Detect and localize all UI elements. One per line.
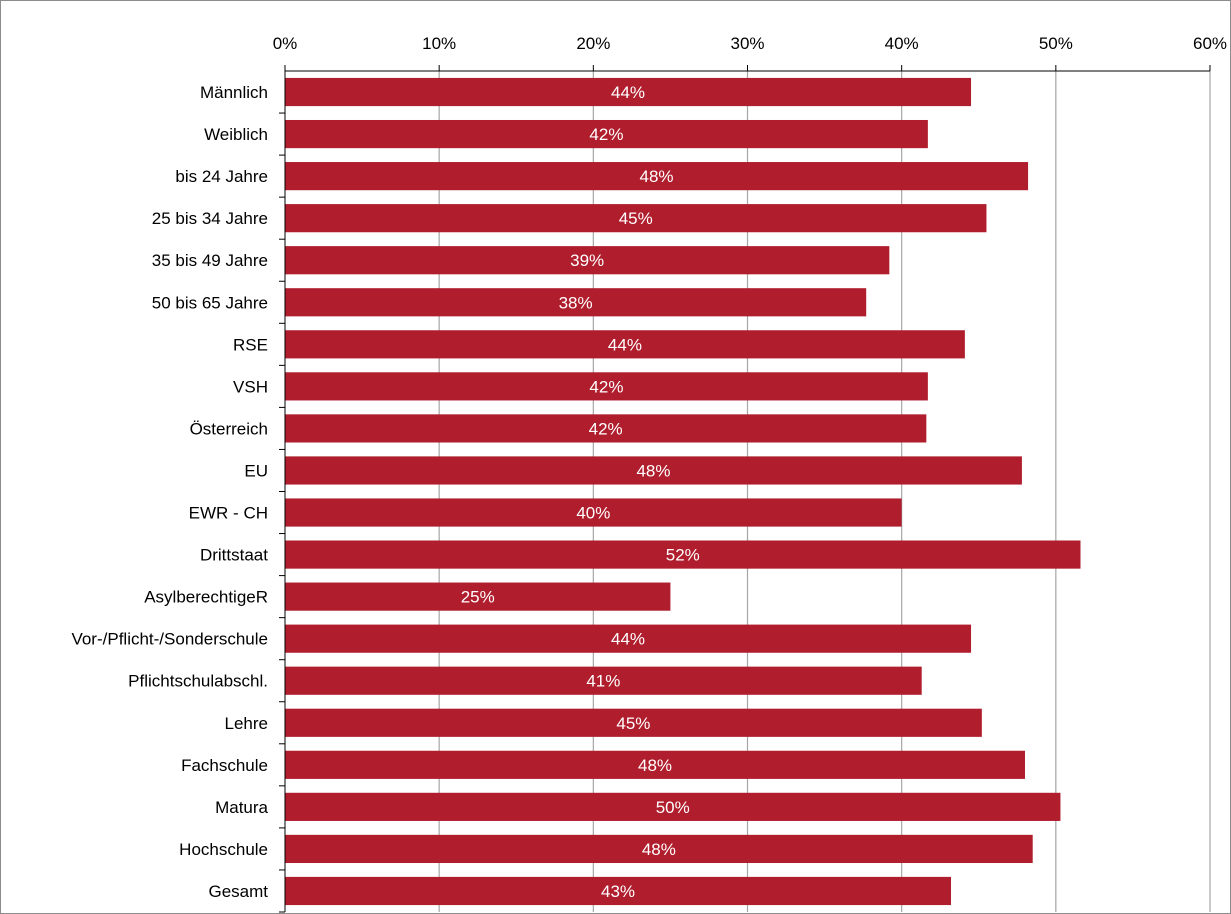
category-label: Männlich	[200, 83, 268, 102]
data-label: 44%	[608, 335, 642, 354]
x-tick-label: 40%	[885, 34, 919, 53]
bar	[285, 204, 987, 233]
data-label: 40%	[576, 504, 610, 523]
bar	[285, 582, 671, 611]
data-label: 48%	[642, 840, 676, 859]
category-label: Fachschule	[181, 756, 268, 775]
data-label: 43%	[601, 882, 635, 901]
data-label: 25%	[461, 588, 495, 607]
data-label: 50%	[656, 798, 690, 817]
data-label: 42%	[589, 125, 623, 144]
bar	[285, 876, 951, 906]
bar	[285, 77, 972, 107]
data-label: 48%	[640, 167, 674, 186]
bar	[285, 330, 965, 359]
data-label: 44%	[611, 630, 645, 649]
bar	[285, 792, 1061, 821]
category-label: Lehre	[225, 714, 268, 733]
labels: 0% 10% 20% 30% 40% 50% 60% Männlich 44% Weiblich 4…	[71, 34, 1227, 901]
x-tick-label: 0%	[273, 34, 298, 53]
category-label: EWR - CH	[189, 504, 268, 523]
data-label: 42%	[589, 377, 623, 396]
category-label: Drittstaat	[200, 546, 268, 565]
bar	[285, 372, 928, 401]
category-label: AsylberechtigeR	[144, 588, 268, 607]
data-label: 41%	[586, 672, 620, 691]
gridlines	[438, 71, 1211, 912]
category-label: Hochschule	[179, 840, 268, 859]
category-label: Gesamt	[208, 882, 268, 901]
bar	[285, 288, 867, 317]
x-tick-label: 50%	[1039, 34, 1073, 53]
category-label: VSH	[233, 377, 268, 396]
bars	[285, 77, 1081, 906]
bar	[285, 119, 928, 149]
category-label: EU	[244, 461, 268, 480]
data-label: 45%	[619, 209, 653, 228]
category-label: Weiblich	[204, 125, 268, 144]
bar	[285, 624, 972, 653]
x-tick-label: 20%	[576, 34, 610, 53]
bar	[285, 834, 1033, 864]
bar	[285, 708, 982, 737]
bar	[285, 666, 922, 695]
x-tick-label: 60%	[1193, 34, 1227, 53]
bar	[285, 162, 1029, 191]
data-label: 48%	[638, 756, 672, 775]
data-label: 48%	[636, 461, 670, 480]
data-label: 38%	[559, 293, 593, 312]
category-label: bis 24 Jahre	[175, 167, 268, 186]
data-label: 44%	[611, 83, 645, 102]
category-label: Pflichtschulabschl.	[128, 672, 268, 691]
x-tick-label: 10%	[422, 34, 456, 53]
data-label: 52%	[666, 546, 700, 565]
category-label: 35 bis 49 Jahre	[152, 251, 268, 270]
bar	[285, 498, 902, 527]
category-label: RSE	[233, 335, 268, 354]
bar	[285, 414, 927, 443]
bar	[285, 540, 1081, 569]
bar	[285, 246, 890, 275]
category-label: Österreich	[190, 419, 268, 438]
x-tick-label: 30%	[730, 34, 764, 53]
category-label: 25 bis 34 Jahre	[152, 209, 268, 228]
data-label: 39%	[570, 251, 604, 270]
data-label: 45%	[616, 714, 650, 733]
axes	[279, 65, 1211, 913]
bar	[285, 750, 1025, 779]
category-label: Vor-/Pflicht-/Sonderschule	[71, 630, 268, 649]
bar	[285, 456, 1022, 485]
data-label: 42%	[589, 419, 623, 438]
category-label: Matura	[215, 798, 268, 817]
category-label: 50 bis 65 Jahre	[152, 293, 268, 312]
